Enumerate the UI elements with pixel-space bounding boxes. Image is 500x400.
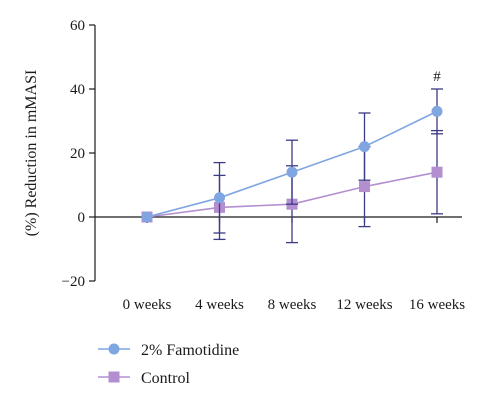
- data-point: [214, 192, 225, 204]
- annotation-layer: #: [433, 69, 441, 85]
- data-point: [359, 181, 370, 193]
- x-tick-label: 16 weeks: [409, 297, 465, 313]
- legend-marker: [108, 343, 120, 355]
- y-tick-label: 40: [70, 82, 85, 98]
- significance-marker: #: [433, 69, 441, 85]
- x-tick-label: 12 weeks: [336, 297, 392, 313]
- series-layer: [141, 88, 443, 244]
- y-tick-label: 0: [78, 210, 86, 226]
- data-point: [431, 166, 443, 178]
- legend: 2% Famotidine Control: [98, 342, 239, 387]
- y-tick-label: 60: [70, 18, 85, 34]
- y-tick-label: 20: [70, 146, 85, 162]
- x-ticks: 0 weeks 4 weeks 8 weeks 12 weeks 16 weeks: [123, 217, 465, 313]
- data-point: [141, 211, 153, 223]
- y-tick-label: −20: [62, 274, 85, 290]
- series-2-famotidine: [141, 88, 443, 234]
- axes: [94, 25, 462, 281]
- legend-label: Control: [141, 370, 190, 387]
- legend-item: 2% Famotidine: [98, 342, 239, 359]
- legend-item: Control: [98, 370, 190, 387]
- legend-label: 2% Famotidine: [141, 342, 239, 359]
- x-tick-label: 0 weeks: [123, 297, 172, 313]
- data-point: [286, 166, 298, 178]
- data-point: [359, 141, 370, 153]
- data-point: [431, 105, 443, 117]
- legend-marker: [108, 371, 120, 383]
- x-tick-label: 8 weeks: [268, 297, 317, 313]
- y-ticks: −20 0 20 40 60: [62, 18, 95, 290]
- x-tick-label: 4 weeks: [195, 297, 244, 313]
- y-axis-label: (%) Reduction in mMASI: [23, 70, 40, 237]
